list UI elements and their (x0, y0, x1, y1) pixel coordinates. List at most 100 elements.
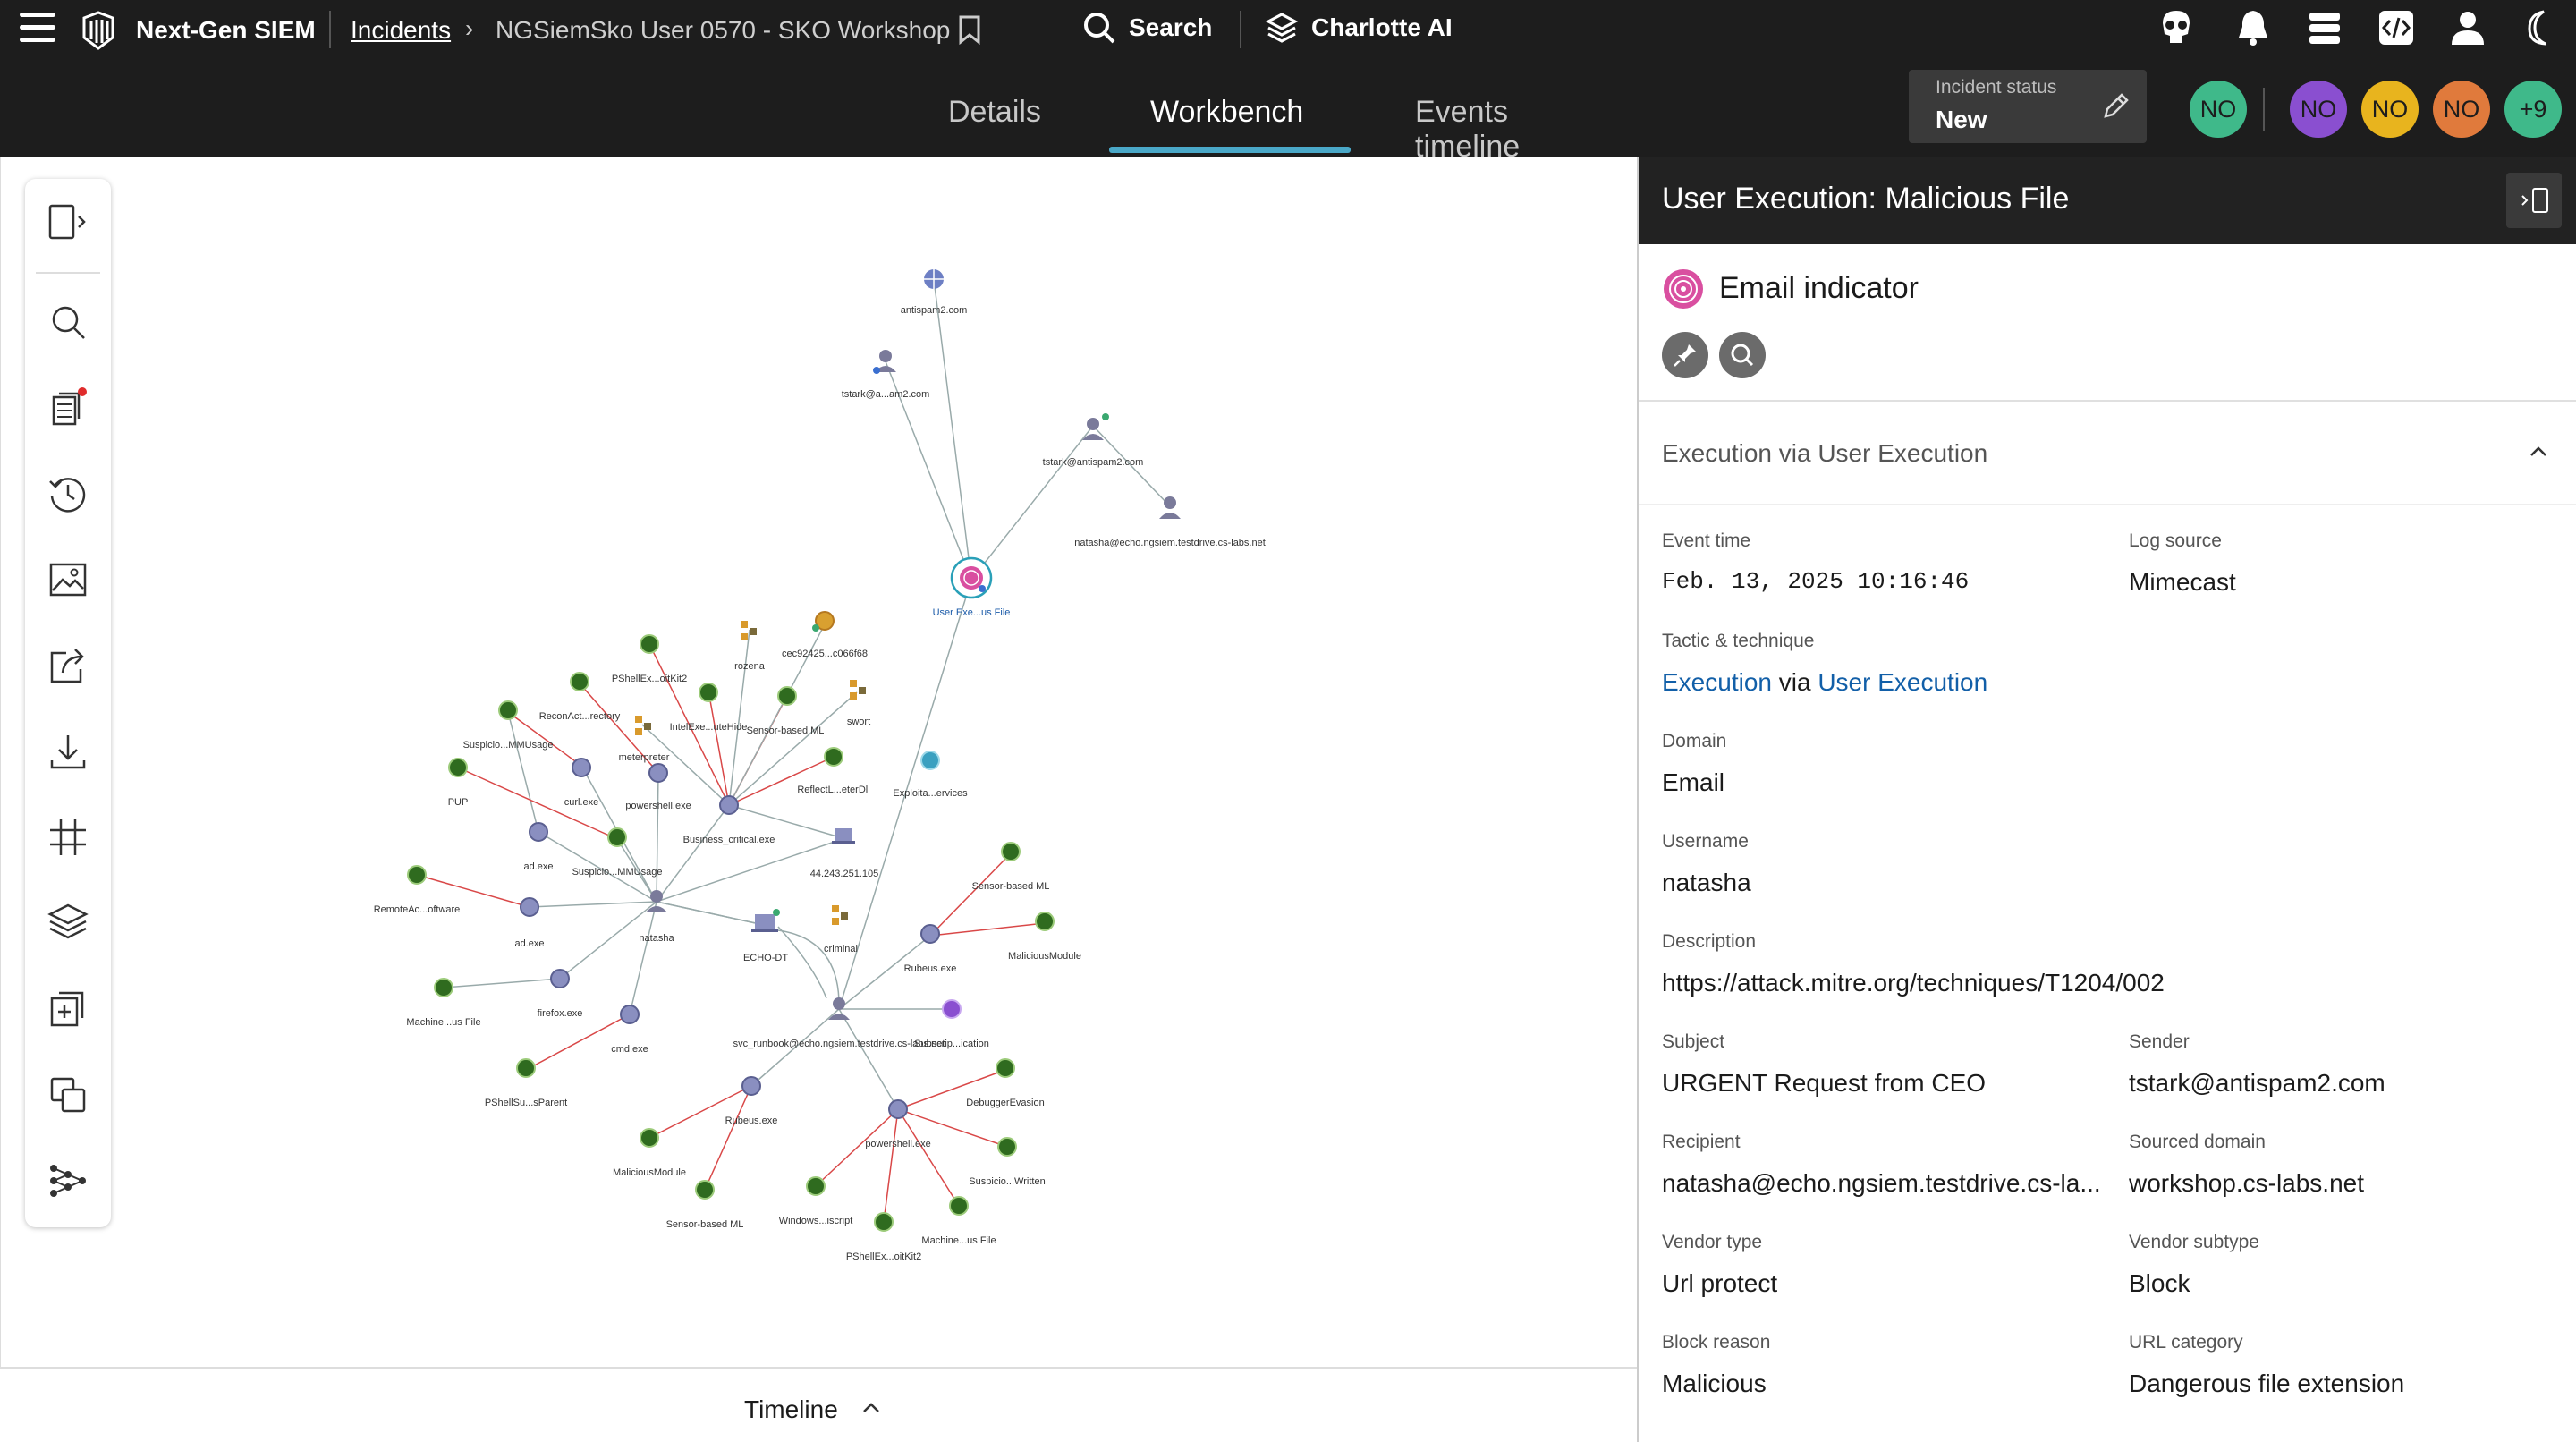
graph-node[interactable]: ad.exe (523, 822, 554, 872)
charlotte-icon[interactable] (47, 902, 89, 945)
graph-node[interactable]: Suspicio...MMUsage (463, 700, 554, 751)
history-icon[interactable] (47, 472, 89, 515)
section-title[interactable]: Execution via User Execution (1662, 439, 1988, 467)
graph-node[interactable]: MaliciousModule (1008, 912, 1081, 962)
graph-node[interactable]: tstark@a...am2.com (842, 350, 930, 400)
tactic-link[interactable]: Execution (1662, 668, 1772, 696)
chevron-up-icon[interactable] (2528, 441, 2549, 462)
graph-node[interactable]: PShellSu...sParent (485, 1058, 567, 1108)
avatar-overflow[interactable]: +9 (2504, 81, 2562, 138)
graph-node[interactable]: MaliciousModule (613, 1128, 686, 1178)
add-node-icon[interactable] (47, 988, 89, 1031)
bookmark-icon[interactable] (957, 14, 982, 45)
graph-node[interactable]: Sensor-based ML (747, 686, 825, 736)
graph-node[interactable]: svc_runbook@echo.ngsiem.testdrive.cs-lab… (733, 997, 945, 1049)
incident-graph[interactable]: antispam2.com tstark@a...am2.com tstark@… (340, 250, 1324, 1279)
graph-node[interactable]: cec92425...c066f68 (782, 611, 868, 659)
graph-node[interactable]: meterpreter (619, 716, 670, 763)
graph-node[interactable]: curl.exe (564, 758, 599, 808)
graph-node-label: Sensor-based ML (747, 725, 825, 736)
moon-icon[interactable] (2519, 7, 2560, 48)
graph-node[interactable]: Exploita...ervices (893, 751, 968, 799)
graph-node[interactable]: powershell.exe (865, 1099, 931, 1149)
graph-node[interactable]: PUP (448, 758, 469, 808)
tab-workbench[interactable]: Workbench (1150, 95, 1304, 129)
graph-node-label: swort (847, 717, 870, 727)
graph-node[interactable]: RemoteAc...oftware (374, 865, 461, 915)
search-button[interactable]: Search (1082, 11, 1212, 45)
avatar[interactable]: NO (2290, 81, 2347, 138)
graph-node[interactable]: natasha (639, 890, 674, 944)
breadcrumb-incidents[interactable]: Incidents (351, 16, 452, 44)
expand-panel-icon[interactable] (47, 200, 89, 243)
graph-node[interactable]: Machine...us File (921, 1196, 996, 1246)
graph-node[interactable]: Windows...iscript (779, 1176, 853, 1226)
graph-node[interactable]: DebuggerEvasion (966, 1058, 1045, 1108)
graph-node[interactable]: ECHO-DT (743, 909, 788, 963)
graph-node-label: MaliciousModule (1008, 951, 1081, 962)
graph-node[interactable]: criminal (824, 905, 858, 954)
notes-icon[interactable] (47, 386, 89, 429)
pencil-icon[interactable] (2100, 91, 2131, 122)
charlotte-ai-button[interactable]: Charlotte AI (1265, 11, 1453, 45)
graph-node[interactable]: Rubeus.exe (904, 924, 957, 974)
download-icon[interactable] (47, 730, 89, 773)
share-icon[interactable] (47, 644, 89, 687)
graph-node[interactable]: natasha@echo.ngsiem.testdrive.cs-labs.ne… (1074, 496, 1266, 548)
code-icon[interactable] (2376, 7, 2417, 48)
workbench-canvas[interactable] (0, 157, 1637, 1442)
graph-node-selected[interactable]: User Exe...us File (933, 556, 1011, 618)
graph-node[interactable]: Sensor-based ML (972, 842, 1050, 892)
graph-node[interactable]: Rubeus.exe (725, 1076, 778, 1126)
image-icon[interactable] (47, 558, 89, 601)
graph-node[interactable]: Suspicio...Written (969, 1137, 1046, 1187)
layout-tree-icon[interactable] (47, 1159, 89, 1202)
graph-node[interactable]: powershell.exe (625, 763, 691, 811)
avatar[interactable]: NO (2433, 81, 2490, 138)
technique-link[interactable]: User Execution (1818, 668, 1988, 696)
graph-node[interactable]: 44.243.251.105 (810, 828, 878, 879)
graph-node[interactable]: tstark@antispam2.com (1043, 413, 1144, 468)
graph-node[interactable]: Machine...us File (406, 978, 481, 1028)
graph-node-label: ReconAct...rectory (539, 711, 621, 722)
pin-button[interactable] (1662, 332, 1708, 378)
graph-node[interactable]: Business_critical.exe (683, 795, 775, 845)
graph-node[interactable]: PShellEx...oitKit2 (846, 1212, 921, 1262)
graph-node[interactable]: firefox.exe (538, 969, 583, 1019)
user-icon[interactable] (2447, 7, 2488, 48)
falcon-logo-icon[interactable] (79, 11, 118, 50)
graph-node[interactable]: ad.exe (514, 897, 545, 949)
tab-details[interactable]: Details (948, 95, 1041, 129)
graph-node[interactable]: swort (847, 680, 870, 727)
timeline-toggle[interactable]: Timeline (0, 1367, 1637, 1442)
search-icon[interactable] (47, 301, 89, 344)
graph-node[interactable]: ReconAct...rectory (539, 672, 621, 722)
skull-icon[interactable] (2156, 7, 2197, 48)
graph-node[interactable]: antispam2.com (901, 269, 968, 316)
stack-icon[interactable] (2304, 7, 2345, 48)
avatar[interactable]: NO (2361, 81, 2419, 138)
graph-node[interactable]: Subscrip...ication (914, 999, 989, 1049)
graph-node[interactable]: IntelExe...uteHide (670, 683, 748, 733)
graph-nodes[interactable]: antispam2.com tstark@a...am2.com tstark@… (374, 269, 1266, 1262)
hamburger-icon[interactable] (20, 13, 55, 45)
field-label: Log source (2129, 530, 2222, 551)
graph-node-label: Subscrip...ication (914, 1039, 989, 1049)
vendor-subtype-value: Block (2129, 1269, 2190, 1297)
graph-node-label: firefox.exe (538, 1008, 583, 1019)
graph-node[interactable]: Sensor-based ML (666, 1180, 744, 1230)
grid-icon[interactable] (47, 816, 89, 859)
collapse-panel-button[interactable] (2506, 173, 2562, 228)
graph-node[interactable]: rozena (734, 621, 766, 672)
graph-node[interactable]: Suspicio...MMUsage (572, 827, 663, 878)
avatar[interactable]: NO (2190, 81, 2247, 138)
graph-node[interactable]: PShellEx...oitKit2 (612, 634, 687, 684)
product-name[interactable]: Next-Gen SIEM (136, 16, 316, 44)
bell-icon[interactable] (2233, 7, 2274, 48)
copy-icon[interactable] (47, 1073, 89, 1116)
tab-events-timeline[interactable]: Events timeline (1415, 95, 1521, 164)
incident-status-control[interactable]: Incident status New (1909, 70, 2147, 143)
graph-node[interactable]: cmd.exe (611, 1005, 648, 1055)
graph-node[interactable]: ReflectL...eterDll (797, 747, 870, 795)
search-indicator-button[interactable] (1719, 332, 1766, 378)
